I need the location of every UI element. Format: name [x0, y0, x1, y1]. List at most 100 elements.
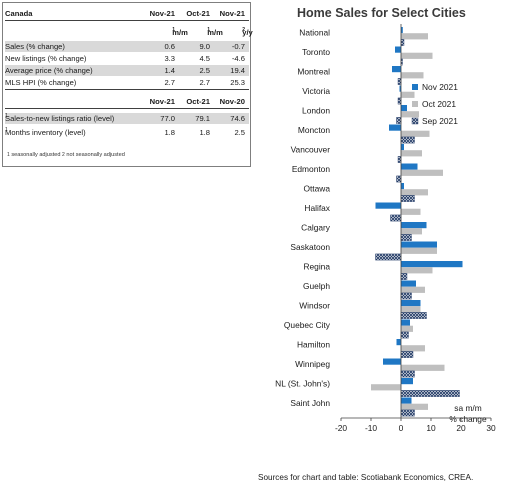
header-rule — [5, 20, 249, 21]
row-value: 4.5 — [199, 54, 210, 63]
col-header-3: Nov-21 — [219, 9, 245, 18]
bar-sep-2021 — [396, 117, 402, 124]
market-summary-table: Canada Nov-21 Oct-21 Nov-21 m/m 1 m/m 1 y/… — [2, 2, 253, 167]
category-label: Vancouver — [291, 145, 331, 155]
bar-nov-2021 — [392, 66, 401, 73]
bar-sep-2021 — [400, 195, 415, 202]
row-value: 25.3 — [230, 78, 245, 87]
bar-oct-2021 — [371, 384, 401, 391]
table-row: New listings (% change) 3.3 4.5 -4.6 — [5, 53, 249, 64]
row-label: Sales-to-new listings ratio (level) 1 — [5, 113, 115, 123]
bar-nov-2021 — [401, 222, 427, 229]
x-tick-label: -20 — [335, 423, 347, 433]
row-label: MLS HPI (% change) — [5, 78, 77, 87]
row-value: 0.6 — [164, 42, 175, 51]
category-label: Edmonton — [292, 164, 331, 174]
section-rule — [5, 89, 249, 90]
bar-nov-2021 — [401, 397, 412, 404]
bar-nov-2021 — [389, 124, 401, 131]
bar-oct-2021 — [401, 150, 422, 157]
bar-nov-2021 — [401, 261, 463, 268]
bar-oct-2021 — [401, 403, 428, 410]
row-value: 1.4 — [164, 66, 175, 75]
bar-nov-2021 — [395, 46, 401, 53]
category-label: London — [302, 106, 330, 116]
bar-sep-2021 — [400, 409, 415, 417]
bar-oct-2021 — [401, 169, 443, 176]
category-label: Guelph — [303, 281, 330, 291]
bar-oct-2021 — [401, 91, 415, 98]
row-value: 2.7 — [164, 78, 175, 87]
bar-oct-2021 — [401, 208, 421, 215]
legend-label: Nov 2021 — [422, 82, 458, 92]
category-label: Calgary — [301, 223, 331, 233]
bar-sep-2021 — [396, 175, 402, 183]
units-annotation: sa m/m — [454, 403, 481, 413]
row-value: 1.8 — [164, 128, 175, 137]
category-label: Hamilton — [297, 340, 330, 350]
bar-nov-2021 — [401, 144, 404, 151]
category-label: Saskatoon — [290, 242, 330, 252]
row-value: 2.7 — [199, 78, 210, 87]
bar-sep-2021 — [400, 351, 414, 358]
bar-nov-2021 — [401, 27, 403, 34]
x-tick-label: 30 — [486, 423, 496, 433]
bar-nov-2021 — [383, 358, 401, 365]
x-tick-label: 20 — [456, 423, 466, 433]
table-row: MLS HPI (% change) 2.7 2.7 25.3 — [5, 77, 249, 88]
table-row: Sales (% change) 0.6 9.0 -0.7 — [5, 41, 249, 52]
bar-sep-2021 — [400, 39, 405, 46]
bar-nov-2021 — [401, 105, 407, 112]
category-label: Quebec City — [284, 320, 331, 330]
bar-nov-2021 — [375, 202, 401, 209]
row-value: 3.3 — [164, 54, 175, 63]
bar-nov-2021 — [401, 378, 413, 385]
category-label: Windsor — [299, 301, 330, 311]
bar-nov-2021 — [399, 85, 401, 92]
bar-sep-2021 — [400, 292, 412, 300]
row-label: Average price (% change) — [5, 66, 93, 75]
bar-nov-2021 — [401, 163, 418, 170]
x-tick-label: 0 — [399, 423, 404, 433]
chart-title: Home Sales for Select Cities — [297, 6, 466, 20]
col-header-3: Nov-20 — [219, 97, 245, 106]
col-header-2: Oct-21 — [186, 9, 210, 18]
row-value: 2.5 — [234, 128, 245, 137]
bar-nov-2021 — [401, 300, 421, 307]
bar-oct-2021 — [401, 228, 422, 235]
row-value: 2.5 — [199, 66, 210, 75]
x-tick-label: 10 — [426, 423, 436, 433]
col-header-1: Nov-21 — [149, 97, 175, 106]
bar-oct-2021 — [401, 306, 421, 313]
table-header-row: Canada Nov-21 Oct-21 Nov-21 — [5, 8, 249, 19]
bar-nov-2021 — [401, 241, 437, 248]
row-value: 19.4 — [230, 66, 245, 75]
bar-nov-2021 — [396, 339, 401, 346]
table-row: Average price (% change) 1.4 2.5 19.4 — [5, 65, 249, 76]
row-value: 9.0 — [199, 42, 210, 51]
legend-swatch — [412, 101, 418, 107]
units-annotation: % change — [449, 414, 487, 424]
col-subheader-2: m/m 1 — [207, 27, 223, 37]
bar-nov-2021 — [401, 280, 416, 287]
col-subheader-1: m/m 1 — [172, 27, 188, 37]
bar-oct-2021 — [401, 33, 428, 40]
bar-nov-2021 — [401, 183, 404, 190]
category-label: National — [299, 28, 330, 38]
bar-oct-2021 — [401, 267, 433, 274]
bar-sep-2021 — [390, 214, 402, 222]
category-label: Winnipeg — [295, 359, 330, 369]
bar-oct-2021 — [401, 72, 424, 79]
bar-oct-2021 — [401, 189, 428, 196]
category-label: Ottawa — [303, 184, 330, 194]
table-header-row-2: Nov-21 Oct-21 Nov-20 — [5, 96, 249, 107]
category-label: Regina — [303, 262, 330, 272]
bar-sep-2021 — [397, 156, 402, 163]
category-label: Toronto — [302, 47, 330, 57]
table-subheader-row: m/m 1 m/m 1 y/y 2 — [5, 27, 253, 38]
bar-oct-2021 — [401, 247, 437, 254]
bar-sep-2021 — [400, 370, 415, 378]
bar-nov-2021 — [401, 319, 410, 326]
row-label: Sales (% change) — [5, 42, 65, 51]
row-value: -4.6 — [231, 54, 245, 63]
